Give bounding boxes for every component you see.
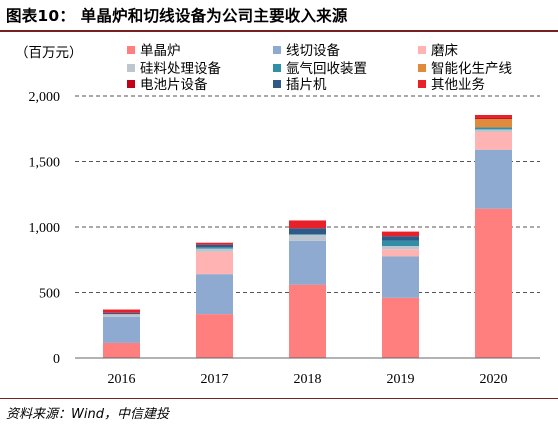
bar-segment xyxy=(196,242,233,245)
bar-segment xyxy=(103,342,140,358)
footer-divider xyxy=(0,398,558,399)
bar-segment xyxy=(475,149,512,209)
y-tick-label: 0 xyxy=(53,352,60,367)
bar-segment xyxy=(475,114,512,118)
bar-segment xyxy=(289,234,326,235)
bar-segment xyxy=(382,236,419,241)
x-tick-label: 2019 xyxy=(387,372,415,387)
axes: 0 500 1,000 1,500 2,000 2016 2017 2018 2019 2020 xyxy=(29,90,540,387)
x-tick-label: 2017 xyxy=(201,372,229,387)
bar-segment xyxy=(382,249,419,257)
bar-segment xyxy=(196,251,233,275)
y-tick-label: 2,000 xyxy=(29,90,61,105)
bar-segment xyxy=(475,129,512,133)
bar-segment xyxy=(475,117,512,119)
legend-label: 氩气回收装置 xyxy=(286,61,367,77)
legend-label: 其他业务 xyxy=(431,77,485,93)
bar-segment xyxy=(382,231,419,237)
legend-swatch xyxy=(273,64,281,72)
legend-label: 磨床 xyxy=(431,43,458,59)
legend-label: 电池片设备 xyxy=(140,76,208,93)
y-tick-label: 1,500 xyxy=(29,156,61,171)
bar-segment xyxy=(289,228,326,235)
y-tick-label: 1,000 xyxy=(29,221,61,236)
bar-segment xyxy=(289,220,326,229)
bar-segment xyxy=(103,309,140,313)
title-divider xyxy=(0,30,558,32)
chart-title: 图表10： 单晶炉和切线设备为公司主要收入来源 xyxy=(6,7,348,25)
bar-segment xyxy=(196,248,233,252)
y-tick-label: 500 xyxy=(39,287,60,302)
bar-segment xyxy=(475,127,512,130)
legend-label: 智能化生产线 xyxy=(431,61,512,77)
bar-segment xyxy=(382,256,419,298)
legend-swatch xyxy=(127,64,135,72)
bar-segment xyxy=(103,314,140,317)
bar-segment xyxy=(382,297,419,358)
bar-segment xyxy=(196,314,233,358)
bar-segment xyxy=(196,244,233,248)
bar-segment xyxy=(289,234,326,241)
legend-swatch xyxy=(273,80,281,88)
x-tick-label: 2020 xyxy=(480,372,508,387)
bar-segment xyxy=(289,284,326,358)
legend-swatch xyxy=(418,80,426,88)
legend-swatch xyxy=(418,46,426,54)
unit-label: （百万元） xyxy=(15,45,83,61)
x-tick-label: 2018 xyxy=(294,372,322,387)
legend-swatch xyxy=(127,80,135,88)
bar-segment xyxy=(289,240,326,285)
source-note: 资料来源：Wind，中信建投 xyxy=(6,407,169,422)
bar-segment xyxy=(475,132,512,150)
bar-segment xyxy=(196,274,233,315)
legend-label: 单晶炉 xyxy=(140,43,181,59)
legend-swatch xyxy=(127,46,135,54)
legend-swatch xyxy=(273,46,281,54)
legend-label: 硅料处理设备 xyxy=(140,60,221,77)
legend-label: 线切设备 xyxy=(286,42,340,59)
bar-segment xyxy=(475,208,512,358)
bar-segment xyxy=(382,245,419,250)
legend-swatch xyxy=(418,64,426,72)
x-tick-label: 2016 xyxy=(108,372,136,387)
bar-segment xyxy=(382,240,419,246)
bars xyxy=(103,114,512,358)
bar-segment xyxy=(475,118,512,128)
bar-segment xyxy=(103,316,140,343)
bar-segment xyxy=(103,312,140,315)
bar-segment xyxy=(196,247,233,249)
legend-label: 插片机 xyxy=(286,77,327,93)
